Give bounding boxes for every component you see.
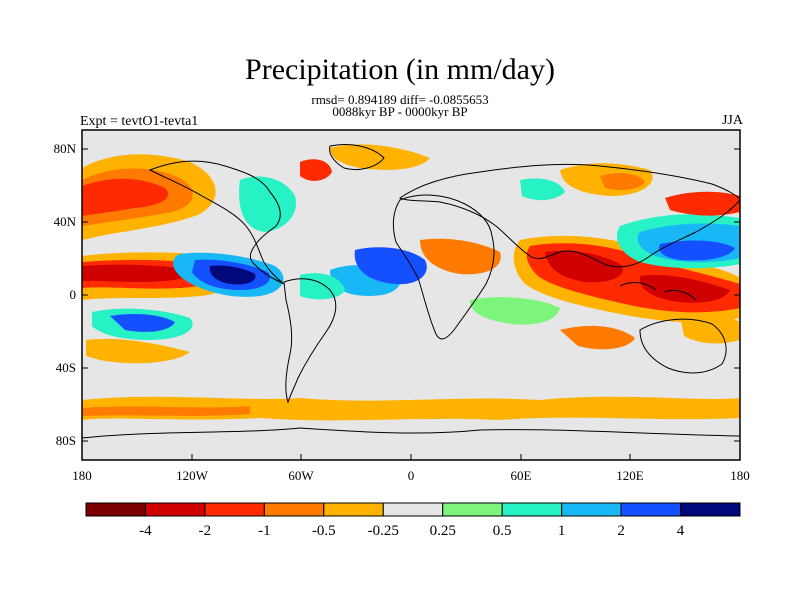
field-north-pacific-dry-core [82, 178, 169, 216]
field-north-america-wet [239, 176, 296, 232]
colorbar-label: -4 [139, 523, 152, 539]
field-south-pacific-dry [86, 338, 190, 364]
field-eurasia-dry-core [600, 173, 645, 190]
field-south-pacific-wet-core [110, 314, 175, 332]
y-tick-label-40s: 40S [56, 360, 76, 375]
colorbar-label: -1 [258, 523, 271, 539]
colorbar-box [263, 502, 325, 517]
experiment-label: Expt = tevtO1-tevta1 [80, 114, 199, 129]
y-axis: 80N 40N 0 40S 80S [54, 141, 740, 448]
colorbar-box [382, 502, 444, 517]
colorbar-label: 4 [677, 523, 685, 539]
x-tick-label-0: 0 [408, 468, 415, 483]
precip-anomaly-fields [82, 144, 740, 421]
coast-north-america [148, 160, 285, 285]
coast-maritime-continent [619, 282, 697, 301]
colorbar-box [442, 502, 503, 517]
colorbar-box [144, 502, 206, 517]
y-tick-label-80n: 80N [54, 141, 77, 156]
field-maritime-dry-core [639, 274, 730, 303]
x-tick-label-120w: 120W [176, 468, 209, 483]
coastlines [82, 144, 740, 439]
field-greenland-dry [300, 159, 332, 181]
colorbar-box [85, 502, 146, 517]
x-tick-label-180w: 180 [72, 468, 92, 483]
colorbar-label: -0.5 [312, 523, 336, 539]
field-south-indian-dry [560, 325, 635, 350]
colorbar: -4 -2 -1 -0.5 -0.25 0.25 0.5 1 2 4 [85, 502, 741, 539]
field-siberia-wet [520, 178, 565, 201]
colorbar-label: 0.5 [493, 523, 512, 539]
coast-south-america [283, 278, 337, 404]
coast-australia [639, 318, 727, 374]
field-indian-ocean-wet [470, 297, 560, 325]
colorbar-label: 2 [617, 523, 625, 539]
field-southern-ocean-dry [82, 396, 740, 421]
x-tick-label-60e: 60E [511, 468, 532, 483]
field-eq-pacific-wet-core [209, 265, 256, 285]
field-sahel-dry [420, 238, 501, 275]
y-tick-label-40n: 40N [54, 214, 77, 229]
coast-africa [392, 194, 495, 340]
coast-eurasia [398, 163, 740, 268]
coast-greenland [329, 144, 385, 171]
field-arctic-dry [330, 144, 430, 170]
x-tick-label-60w: 60W [288, 468, 314, 483]
coast-antarctica [82, 427, 740, 439]
field-southern-ocean-dry-core [82, 406, 250, 416]
colorbar-box [620, 502, 682, 517]
colorbar-box [204, 502, 265, 517]
statistics-line: rmsd= 0.894189 diff= -0.0855653 [311, 92, 489, 107]
map-panel [81, 129, 741, 461]
y-tick-label-80s: 80S [56, 433, 76, 448]
field-south-pacific-west-dry [680, 313, 740, 344]
colorbar-label: -0.25 [368, 523, 399, 539]
x-tick-label-120e: 120E [616, 468, 644, 483]
colorbar-box [561, 502, 622, 517]
colorbar-label: 1 [558, 523, 566, 539]
colorbar-label: 0.25 [430, 523, 456, 539]
colorbar-label: -2 [199, 523, 212, 539]
plot-title: Precipitation (in mm/day) [245, 53, 555, 86]
colorbar-box [501, 502, 563, 517]
colorbar-box [323, 502, 384, 517]
colorbar-box [680, 502, 741, 517]
x-axis: 180 120W 60W 0 60E 120E 180 [72, 454, 750, 483]
y-tick-label-0: 0 [70, 287, 77, 302]
period-line: 0088kyr BP - 0000kyr BP [332, 104, 468, 119]
field-itcz-dry-core [82, 264, 195, 282]
field-kuroshio-dry [665, 191, 740, 216]
x-tick-label-180e: 180 [730, 468, 750, 483]
season-label: JJA [721, 113, 743, 128]
field-wnp-wet-core [659, 240, 735, 261]
field-atlantic-wet-core [354, 247, 427, 285]
field-india-dry-core [545, 250, 623, 283]
